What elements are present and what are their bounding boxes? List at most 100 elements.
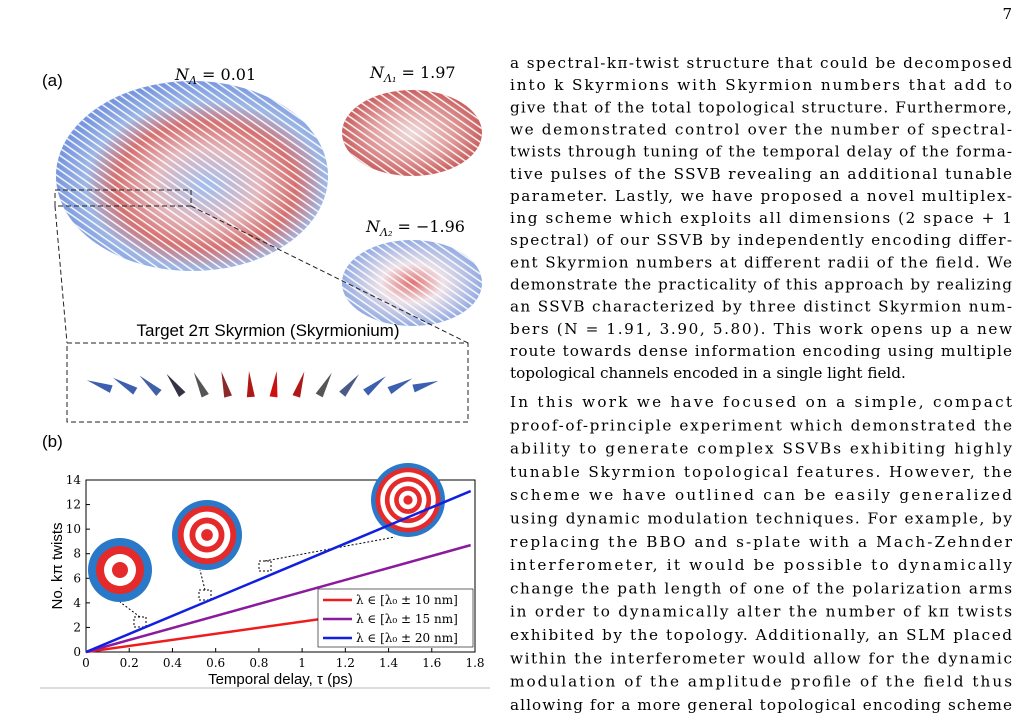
y-tick-label: 0 <box>73 645 81 659</box>
text-line: tive pulses of the SSVB revealing an add… <box>510 165 1012 183</box>
x-tick-label: 0.6 <box>206 656 225 670</box>
legend-label: λ ∈ [λ₀ ± 20 nm] <box>356 631 458 645</box>
x-tick-label: 0 <box>82 656 90 670</box>
text-line: allowing for a more general topological … <box>510 696 1012 714</box>
legend-label: λ ∈ [λ₀ ± 15 nm] <box>356 612 458 626</box>
text-line: replacing the BBO and s-plate with a Mac… <box>510 533 1013 551</box>
zoom-box <box>54 189 192 207</box>
inset-marker <box>258 560 272 572</box>
body-text: a spectral-kπ-twist structure that could… <box>510 54 1013 714</box>
text-line: proof-of-principle experiment which demo… <box>510 416 1012 434</box>
y-tick-label: 12 <box>66 498 81 512</box>
text-line: twists through tuning of the temporal de… <box>510 143 1012 161</box>
vector-map-texture <box>56 81 328 271</box>
text-line: give that of the total topological struc… <box>510 98 1012 116</box>
arrow <box>246 371 255 398</box>
value: = −1.96 <box>392 217 465 236</box>
subscript: Λ₂ <box>379 226 392 239</box>
y-tick-label: 14 <box>66 473 82 487</box>
arrow <box>363 376 386 396</box>
panel-label: (b) <box>42 432 63 451</box>
y-tick-label: 6 <box>73 571 81 585</box>
zoom-title: Target 2π Skyrmion (Skyrmionium) <box>136 321 399 340</box>
arrow <box>387 378 413 395</box>
text-line: using dynamic modulation techniques. For… <box>510 510 1012 528</box>
text-line: In this work we have focused on a simple… <box>510 393 1012 411</box>
x-tick-label: 0.4 <box>163 656 182 670</box>
inset-ring <box>112 562 128 578</box>
text-line: parameter. Lastly, we have proposed a no… <box>510 187 1012 205</box>
inset-ring <box>403 495 413 505</box>
inset-leader <box>119 601 141 618</box>
text-line: modulation of the amplitude profile of t… <box>510 673 1012 691</box>
arrow <box>315 372 332 398</box>
y-tick-label: 4 <box>73 596 81 610</box>
map-label: NΛ₂ = −1.96 <box>365 217 465 239</box>
legend-label: λ ∈ [λ₀ ± 10 nm] <box>356 593 458 607</box>
zoom-line <box>190 205 469 344</box>
arrow <box>112 377 138 395</box>
text-line: topological channels encoded in a single… <box>510 364 906 382</box>
value: = 1.97 <box>396 63 455 82</box>
zoom-line <box>54 205 68 344</box>
text-line: we demonstrated control over the number … <box>510 120 1012 138</box>
text-line: ent Skyrmion numbers at different radii … <box>510 253 1012 271</box>
text-line: a spectral-kπ-twist structure that could… <box>510 54 1012 72</box>
x-tick-label: 1 <box>298 656 306 670</box>
x-tick-label: 0.2 <box>120 656 139 670</box>
text-line: ing scheme which exploits all dimensions… <box>510 209 1012 227</box>
text-line: tunable Skyrmion topological features. H… <box>510 463 1012 481</box>
text-line: an SSVB characterized by three distinct … <box>510 298 1012 316</box>
y-tick-label: 10 <box>66 522 81 536</box>
inset <box>88 538 152 602</box>
value: = 0.01 <box>197 65 256 84</box>
inset-marker <box>133 616 147 628</box>
arrow <box>193 372 209 398</box>
subscript: Λ₁ <box>383 72 396 85</box>
text-line: bers (N = 1.91, 3.90, 5.80). This work o… <box>510 320 1012 338</box>
series-line <box>85 489 472 654</box>
text-line: demonstrate the practicality of this app… <box>510 276 1012 294</box>
text-line: ability to generate complex SSVBs exhibi… <box>510 440 1012 458</box>
x-tick-label: 1.2 <box>336 656 355 670</box>
chart: 0 0.2 0.4 0.6 0.8 1 1.2 1.4 1.6 1.8 0 2 4 6 8 10 12 14 Tem… <box>49 463 485 688</box>
inset-leader <box>199 569 206 591</box>
x-tick-label: 1.6 <box>422 656 441 670</box>
text-line: in order to dynamically alter the number… <box>510 603 1012 621</box>
y-axis-label: No. kπ twists <box>49 522 66 609</box>
text-line: scheme we have outlined can be easily ge… <box>510 486 1012 504</box>
page-number: 7 <box>1002 5 1012 23</box>
text-line: spectral) of our SSVB by independently e… <box>510 231 1012 249</box>
x-axis-label: Temporal delay, τ (ps) <box>208 671 353 688</box>
subscript: Λ <box>188 74 197 87</box>
text-line: within the interferometer would allow fo… <box>510 649 1012 667</box>
symbol: N <box>174 65 190 84</box>
symbol: N <box>369 63 385 82</box>
symbol: N <box>365 217 381 236</box>
y-tick-label: 8 <box>73 547 81 561</box>
arrow <box>269 371 278 398</box>
text-line: change the path length of one of the pol… <box>510 579 1012 597</box>
y-tick-label: 2 <box>73 620 81 634</box>
arrow <box>412 380 439 393</box>
series-line <box>85 543 472 654</box>
x-tick-label: 0.8 <box>249 656 268 670</box>
x-tick-label: 1.8 <box>465 656 484 670</box>
text-line: interferometer, it would be possible to … <box>510 556 1012 574</box>
vector-map-texture <box>342 240 482 326</box>
arrow <box>339 374 359 397</box>
panel-label: (a) <box>42 71 63 90</box>
arrow <box>221 371 232 398</box>
arrow <box>292 371 305 398</box>
arrow <box>166 373 186 397</box>
text-line: into k Skyrmions with Skyrmion numbers t… <box>510 76 1012 94</box>
inset-ring <box>201 529 213 541</box>
map-label: NΛ₁ = 1.97 <box>369 63 456 85</box>
arrow <box>86 380 113 393</box>
arrow <box>139 375 162 397</box>
inset-marker <box>198 589 212 601</box>
inset <box>172 500 242 570</box>
zoom-panel <box>66 342 469 423</box>
map-label: NΛ = 0.01 <box>174 65 256 87</box>
